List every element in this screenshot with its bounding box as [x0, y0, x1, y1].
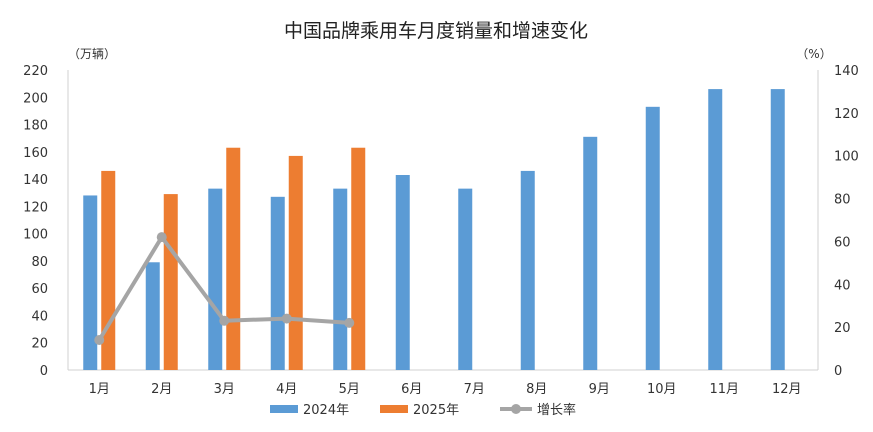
growth-rate-point: [219, 315, 230, 326]
left-tick-label: 200: [23, 91, 48, 106]
bar-2024年: [770, 89, 785, 370]
category-label: 9月: [589, 382, 610, 397]
plot-area: 0 20 40 60 80 100 120 140 160 180 200 220 0 20 40 60 80 1…: [23, 64, 859, 397]
left-tick-label: 100: [23, 228, 48, 243]
category-label: 10月: [647, 382, 677, 397]
growth-rate-point: [344, 317, 355, 328]
left-tick-label: 20: [31, 337, 48, 352]
left-tick-label: 160: [23, 146, 48, 161]
bar-2024年: [145, 262, 160, 370]
legend-label: 2024年: [303, 403, 349, 418]
bar-2024年: [458, 188, 473, 370]
left-tick-label: 140: [23, 173, 48, 188]
category-label: 6月: [401, 382, 422, 397]
right-tick-label: 100: [834, 150, 859, 165]
bar-2025年: [226, 147, 241, 370]
bar-2025年: [163, 194, 178, 370]
bar-2024年: [83, 195, 98, 370]
legend: 2024年 2025年 增长率: [270, 402, 576, 418]
bar-2025年: [288, 155, 303, 370]
growth-rate-point: [281, 313, 292, 324]
bar-2024年: [520, 170, 535, 370]
category-label: 8月: [526, 382, 547, 397]
bar-2024年: [708, 89, 723, 370]
left-axis-unit: （万辆）: [68, 47, 116, 61]
category-label: 11月: [709, 382, 739, 397]
category-label: 3月: [214, 382, 235, 397]
legend-swatch: [270, 405, 298, 413]
category-label: 5月: [339, 382, 360, 397]
category-label: 1月: [89, 382, 110, 397]
left-tick-label: 180: [23, 119, 48, 134]
bar-2024年: [395, 175, 410, 370]
right-tick-label: 40: [834, 278, 851, 293]
chart-title: 中国品牌乘用车月度销量和增速变化: [284, 20, 588, 42]
category-label: 7月: [464, 382, 485, 397]
growth-rate-point: [156, 232, 167, 243]
left-tick-label: 80: [31, 255, 48, 270]
bar-2024年: [270, 196, 285, 370]
legend-label: 增长率: [537, 402, 576, 418]
bar-2024年: [583, 136, 598, 370]
bar-2024年: [208, 188, 223, 370]
right-tick-label: 120: [834, 107, 859, 122]
right-tick-label: 140: [834, 64, 859, 79]
left-tick-label: 60: [31, 282, 48, 297]
right-tick-label: 60: [834, 235, 851, 250]
legend-marker: [511, 404, 521, 414]
bar-2025年: [351, 147, 366, 370]
category-label: 12月: [772, 382, 802, 397]
category-label: 2月: [151, 382, 172, 397]
bar-2024年: [333, 188, 348, 370]
left-tick-label: 40: [31, 309, 48, 324]
left-tick-label: 120: [23, 200, 48, 215]
growth-rate-point: [94, 335, 105, 345]
legend-swatch: [380, 405, 408, 413]
bar-2024年: [645, 106, 660, 371]
right-tick-label: 80: [834, 193, 851, 208]
right-axis-unit: （%）: [796, 47, 831, 61]
left-tick-label: 220: [23, 64, 48, 79]
left-tick-label: 0: [40, 364, 48, 379]
right-tick-label: 20: [834, 321, 851, 336]
category-label: 4月: [276, 382, 297, 397]
right-tick-label: 0: [834, 364, 842, 379]
legend-label: 2025年: [413, 403, 459, 418]
